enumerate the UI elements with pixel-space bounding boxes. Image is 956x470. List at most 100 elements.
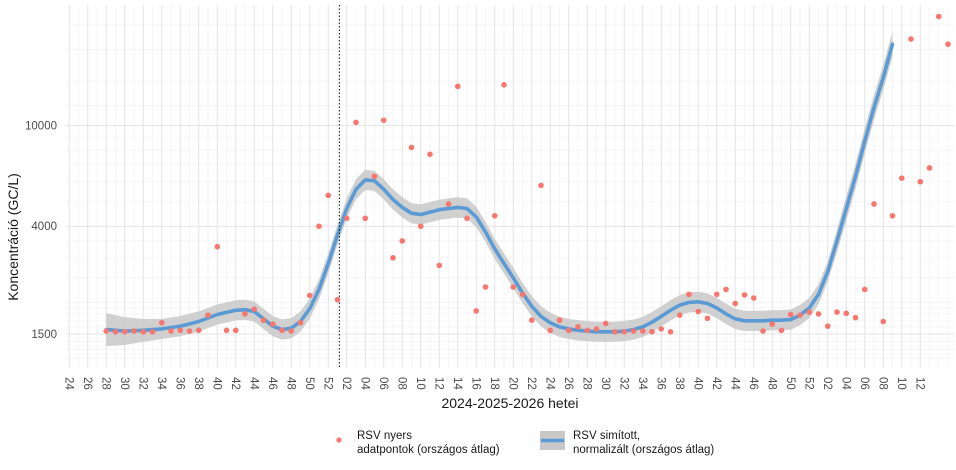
data-point xyxy=(306,292,313,299)
data-point xyxy=(806,309,813,315)
x-tick-label: 32 xyxy=(136,377,148,390)
x-tick-label: 50 xyxy=(784,377,796,390)
x-tick-label: 42 xyxy=(229,377,241,390)
data-point xyxy=(935,13,942,20)
y-axis-label: Koncentráció (GC/L) xyxy=(5,173,21,301)
data-point xyxy=(168,328,174,334)
data-point xyxy=(695,308,702,315)
x-tick-label: 22 xyxy=(525,377,537,390)
data-point xyxy=(288,328,295,334)
data-point xyxy=(917,178,924,185)
data-point xyxy=(454,83,461,90)
data-point xyxy=(427,151,433,158)
data-point xyxy=(491,212,498,219)
data-point xyxy=(140,328,147,335)
data-point xyxy=(834,309,840,315)
x-tick-label: 40 xyxy=(691,377,703,390)
data-point xyxy=(871,201,877,207)
data-point xyxy=(769,321,776,327)
legend-point-key xyxy=(336,437,342,443)
data-point xyxy=(297,320,304,326)
data-point xyxy=(908,36,914,42)
data-point xyxy=(242,311,248,317)
data-point xyxy=(343,215,350,222)
x-tick-label: 26 xyxy=(562,377,574,390)
x-tick-label: 02 xyxy=(821,377,833,390)
x-tick-label: 50 xyxy=(303,377,315,390)
data-point xyxy=(519,291,526,298)
x-tick-label: 08 xyxy=(876,377,888,390)
data-point xyxy=(223,327,230,334)
x-tick-label: 28 xyxy=(580,377,592,390)
data-point xyxy=(723,286,729,293)
data-point xyxy=(741,292,748,298)
y-tick-labels: 1500 4000 10000 xyxy=(25,121,57,341)
x-tick-label: 46 xyxy=(266,377,278,390)
data-point xyxy=(713,291,720,298)
data-point xyxy=(464,215,470,222)
x-tick-label: 28 xyxy=(99,377,111,390)
data-point xyxy=(565,327,572,334)
x-tick-label: 12 xyxy=(913,377,925,390)
data-point xyxy=(158,320,165,326)
y-tick-label: 4000 xyxy=(31,221,57,233)
data-point xyxy=(371,173,378,180)
confidence-band xyxy=(106,31,893,347)
data-point xyxy=(593,326,600,332)
grid-major xyxy=(66,5,954,368)
data-point xyxy=(639,328,646,334)
data-point xyxy=(149,328,156,335)
x-tick-label: 24 xyxy=(62,377,74,390)
data-point xyxy=(538,182,544,189)
x-tick-label: 20 xyxy=(506,377,518,390)
data-point xyxy=(445,201,452,207)
x-tick-label: 30 xyxy=(118,377,130,390)
data-point xyxy=(399,238,406,244)
data-point xyxy=(482,284,489,290)
data-point xyxy=(353,119,359,126)
data-point xyxy=(750,295,757,301)
data-point xyxy=(649,328,655,335)
data-point xyxy=(575,324,581,330)
x-tick-label: 36 xyxy=(654,377,666,390)
smooth-line-layer xyxy=(104,42,895,334)
x-axis-label: 2024-2025-2026 hetei xyxy=(441,395,578,411)
x-tick-label: 24 xyxy=(543,377,555,390)
x-tick-label: 32 xyxy=(617,377,629,390)
data-point xyxy=(390,255,396,261)
data-point xyxy=(380,117,387,124)
data-point xyxy=(621,328,628,335)
data-point xyxy=(547,327,554,334)
smooth-series-line xyxy=(104,42,895,334)
data-point xyxy=(760,328,766,334)
data-point xyxy=(205,312,211,318)
x-tick-label: 40 xyxy=(210,377,222,390)
x-tick-labels: 24 26 28 30 32 34 36 38 40 42 44 46 48 50 52 02 04 06 08 10… xyxy=(62,377,925,390)
x-tick-label: 52 xyxy=(802,377,814,390)
data-point xyxy=(602,320,609,327)
x-tick-label: 34 xyxy=(636,377,648,390)
data-point xyxy=(676,312,683,318)
legend-point-label: RSV nyers adatpontok (országos átlag) xyxy=(357,430,500,456)
y-tick-label: 1500 xyxy=(31,329,57,341)
data-point xyxy=(501,82,507,88)
data-point xyxy=(417,223,424,230)
data-point xyxy=(214,243,221,250)
data-point xyxy=(177,327,184,334)
data-point xyxy=(260,317,267,324)
data-point xyxy=(325,192,332,199)
data-point xyxy=(334,296,341,303)
x-tick-label: 14 xyxy=(451,377,463,390)
data-point xyxy=(195,327,202,334)
points-layer xyxy=(103,13,951,335)
x-tick-label: 44 xyxy=(728,377,740,390)
data-point xyxy=(528,317,535,324)
x-tick-label: 16 xyxy=(469,377,481,390)
data-point xyxy=(612,328,618,335)
data-point xyxy=(787,311,794,318)
x-tick-label: 46 xyxy=(747,377,759,390)
data-point xyxy=(121,328,128,335)
legend-smooth-label: RSV simított, normalizált (országos átla… xyxy=(573,430,714,456)
x-tick-label: 02 xyxy=(340,377,352,390)
